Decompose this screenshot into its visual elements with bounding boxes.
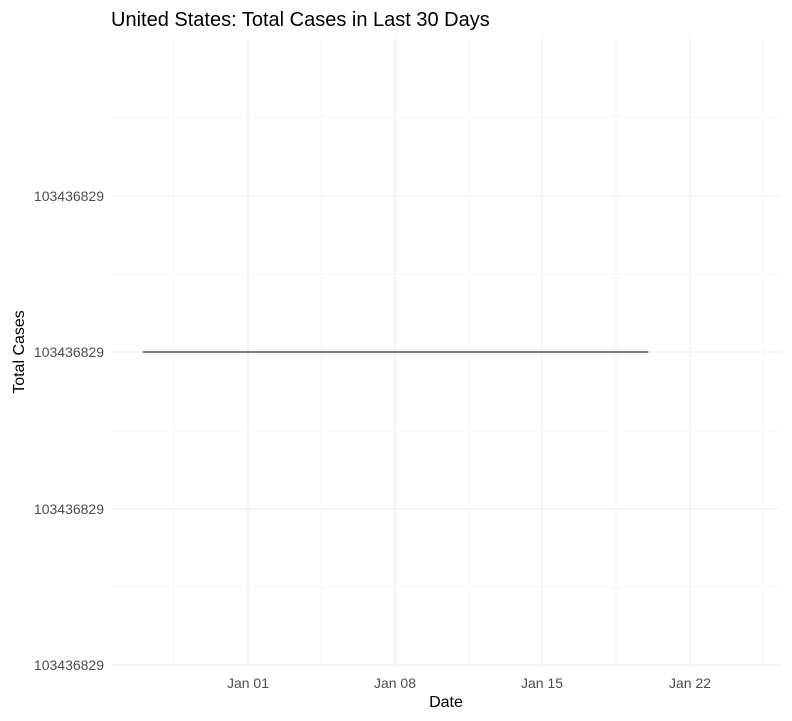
x-tick-labels: Jan 01 Jan 08 Jan 15 Jan 22 (227, 675, 711, 691)
x-tick-label: Jan 22 (669, 675, 711, 691)
x-tick-label: Jan 01 (227, 675, 269, 691)
y-tick-labels: 103436829 103436829 103436829 103436829 (34, 188, 104, 673)
y-tick-label: 103436829 (34, 501, 104, 517)
y-tick-label: 103436829 (34, 344, 104, 360)
y-tick-label: 103436829 (34, 657, 104, 673)
y-tick-label: 103436829 (34, 188, 104, 204)
y-axis-title: Total Cases (11, 310, 28, 394)
x-axis-title: Date (429, 694, 463, 711)
x-tick-label: Jan 08 (374, 675, 416, 691)
x-tick-label: Jan 15 (521, 675, 563, 691)
chart-title: United States: Total Cases in Last 30 Da… (111, 9, 490, 31)
